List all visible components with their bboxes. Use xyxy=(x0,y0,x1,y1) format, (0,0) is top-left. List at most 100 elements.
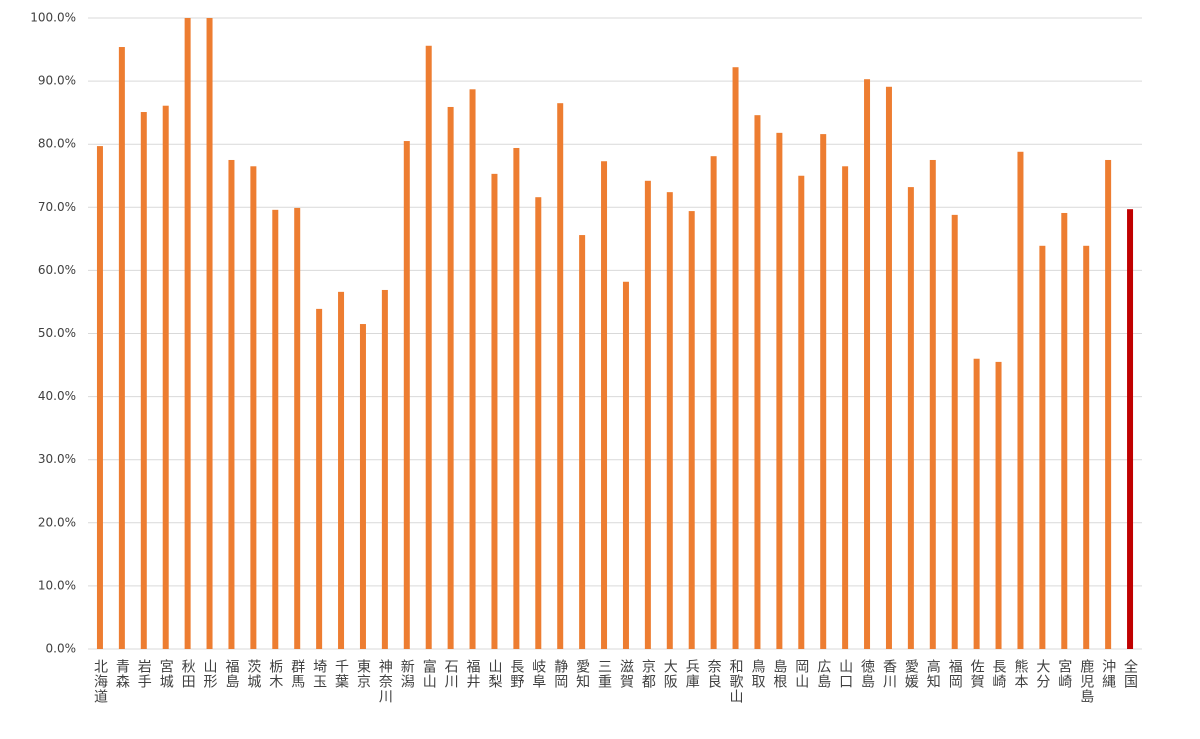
bar xyxy=(688,211,695,649)
bar xyxy=(118,47,125,649)
bar xyxy=(622,281,629,649)
x-tick-label: 香川 xyxy=(881,659,897,689)
x-tick-label: 岩手 xyxy=(136,659,152,689)
bar xyxy=(447,106,454,649)
x-tick-label: 福島 xyxy=(223,659,239,689)
bar xyxy=(316,308,323,649)
bar xyxy=(359,324,366,649)
bar xyxy=(228,159,235,649)
bar xyxy=(666,192,673,649)
bar xyxy=(1083,245,1090,649)
x-tick-label: 東京 xyxy=(355,659,371,689)
x-tick-label: 長野 xyxy=(508,659,524,689)
x-tick-label: 宮崎 xyxy=(1056,659,1072,689)
bar xyxy=(140,112,147,650)
y-tick-label: 70.0% xyxy=(38,200,76,214)
x-tick-label: 栃木 xyxy=(267,659,283,689)
y-tick-label: 50.0% xyxy=(38,326,76,340)
bar xyxy=(842,166,849,649)
x-tick-label: 静岡 xyxy=(552,659,568,689)
x-tick-label: 全国 xyxy=(1122,658,1138,689)
x-tick-label: 和歌山 xyxy=(728,659,744,704)
x-tick-label: 鳥取 xyxy=(749,659,765,689)
bar xyxy=(776,132,783,650)
bar xyxy=(710,156,717,649)
y-tick-label: 0.0% xyxy=(46,642,77,656)
x-tick-label: 佐賀 xyxy=(969,659,985,689)
y-tick-label: 40.0% xyxy=(38,389,76,403)
bar xyxy=(1061,212,1068,649)
bar xyxy=(864,79,871,649)
bar xyxy=(96,146,103,649)
x-tick-label: 岡山 xyxy=(793,659,809,689)
y-tick-label: 10.0% xyxy=(38,578,76,592)
bar xyxy=(294,207,301,649)
bar xyxy=(885,86,892,650)
x-tick-label: 福井 xyxy=(465,659,481,689)
x-tick-label: 大分 xyxy=(1034,659,1050,689)
x-tick-label: 高知 xyxy=(925,658,941,689)
bar xyxy=(557,103,564,649)
bar xyxy=(513,147,520,649)
bar xyxy=(601,161,608,649)
x-tick-label: 徳島 xyxy=(859,659,875,689)
y-tick-label: 20.0% xyxy=(38,515,76,529)
x-tick-label: 広島 xyxy=(815,659,831,689)
bar xyxy=(579,235,586,649)
x-tick-label: 北海道 xyxy=(92,659,108,704)
y-tick-label: 60.0% xyxy=(38,263,76,277)
x-tick-label: 茨城 xyxy=(245,659,261,689)
bar xyxy=(820,134,827,649)
bar xyxy=(1017,151,1024,649)
x-tick-label: 奈良 xyxy=(706,659,722,689)
bar xyxy=(469,89,476,650)
x-tick-label: 沖縄 xyxy=(1100,659,1116,689)
bar xyxy=(644,180,651,649)
x-tick-label: 石川 xyxy=(443,659,459,689)
bar xyxy=(929,159,936,649)
bar xyxy=(1039,245,1046,649)
x-tick-label: 山形 xyxy=(202,659,218,689)
bar xyxy=(732,67,739,649)
bar xyxy=(338,291,345,649)
bar xyxy=(206,18,213,649)
bar xyxy=(907,187,914,649)
x-tick-label: 大阪 xyxy=(662,659,678,689)
bar xyxy=(1127,209,1134,649)
x-tick-label: 兵庫 xyxy=(684,659,700,689)
x-tick-label: 滋賀 xyxy=(618,659,634,689)
bar xyxy=(951,214,958,649)
x-tick-label: 富山 xyxy=(421,658,437,689)
x-tick-label: 新潟 xyxy=(399,659,415,689)
y-tick-label: 90.0% xyxy=(38,74,76,88)
x-tick-label: 山梨 xyxy=(486,659,502,689)
x-tick-label: 秋田 xyxy=(180,659,196,689)
x-tick-label: 愛知 xyxy=(574,659,590,689)
x-tick-label: 鹿児島 xyxy=(1078,658,1094,704)
bar xyxy=(754,115,761,649)
bar xyxy=(995,361,1002,649)
x-tick-label: 千葉 xyxy=(333,659,349,689)
x-tick-label: 長崎 xyxy=(991,659,1007,689)
x-tick-label: 熊本 xyxy=(1012,659,1028,689)
x-tick-label: 島根 xyxy=(771,659,787,689)
x-tick-label: 福岡 xyxy=(947,659,963,689)
bar xyxy=(425,45,432,650)
bar xyxy=(1105,159,1112,649)
y-tick-label: 100.0% xyxy=(30,11,76,25)
bar xyxy=(272,209,279,649)
bar xyxy=(973,358,980,649)
bar xyxy=(162,105,169,650)
x-tick-label: 三重 xyxy=(596,659,612,689)
x-tick-label: 岐阜 xyxy=(530,659,546,689)
x-tick-label: 群馬 xyxy=(289,659,305,689)
x-tick-label: 愛媛 xyxy=(903,659,919,689)
y-tick-label: 80.0% xyxy=(38,137,76,151)
bar xyxy=(250,166,257,649)
y-tick-label: 30.0% xyxy=(38,452,76,466)
x-tick-label: 宮城 xyxy=(158,659,174,689)
x-tick-label: 神奈川 xyxy=(377,659,393,704)
bar xyxy=(798,175,805,649)
x-tick-label: 埼玉 xyxy=(311,659,327,689)
